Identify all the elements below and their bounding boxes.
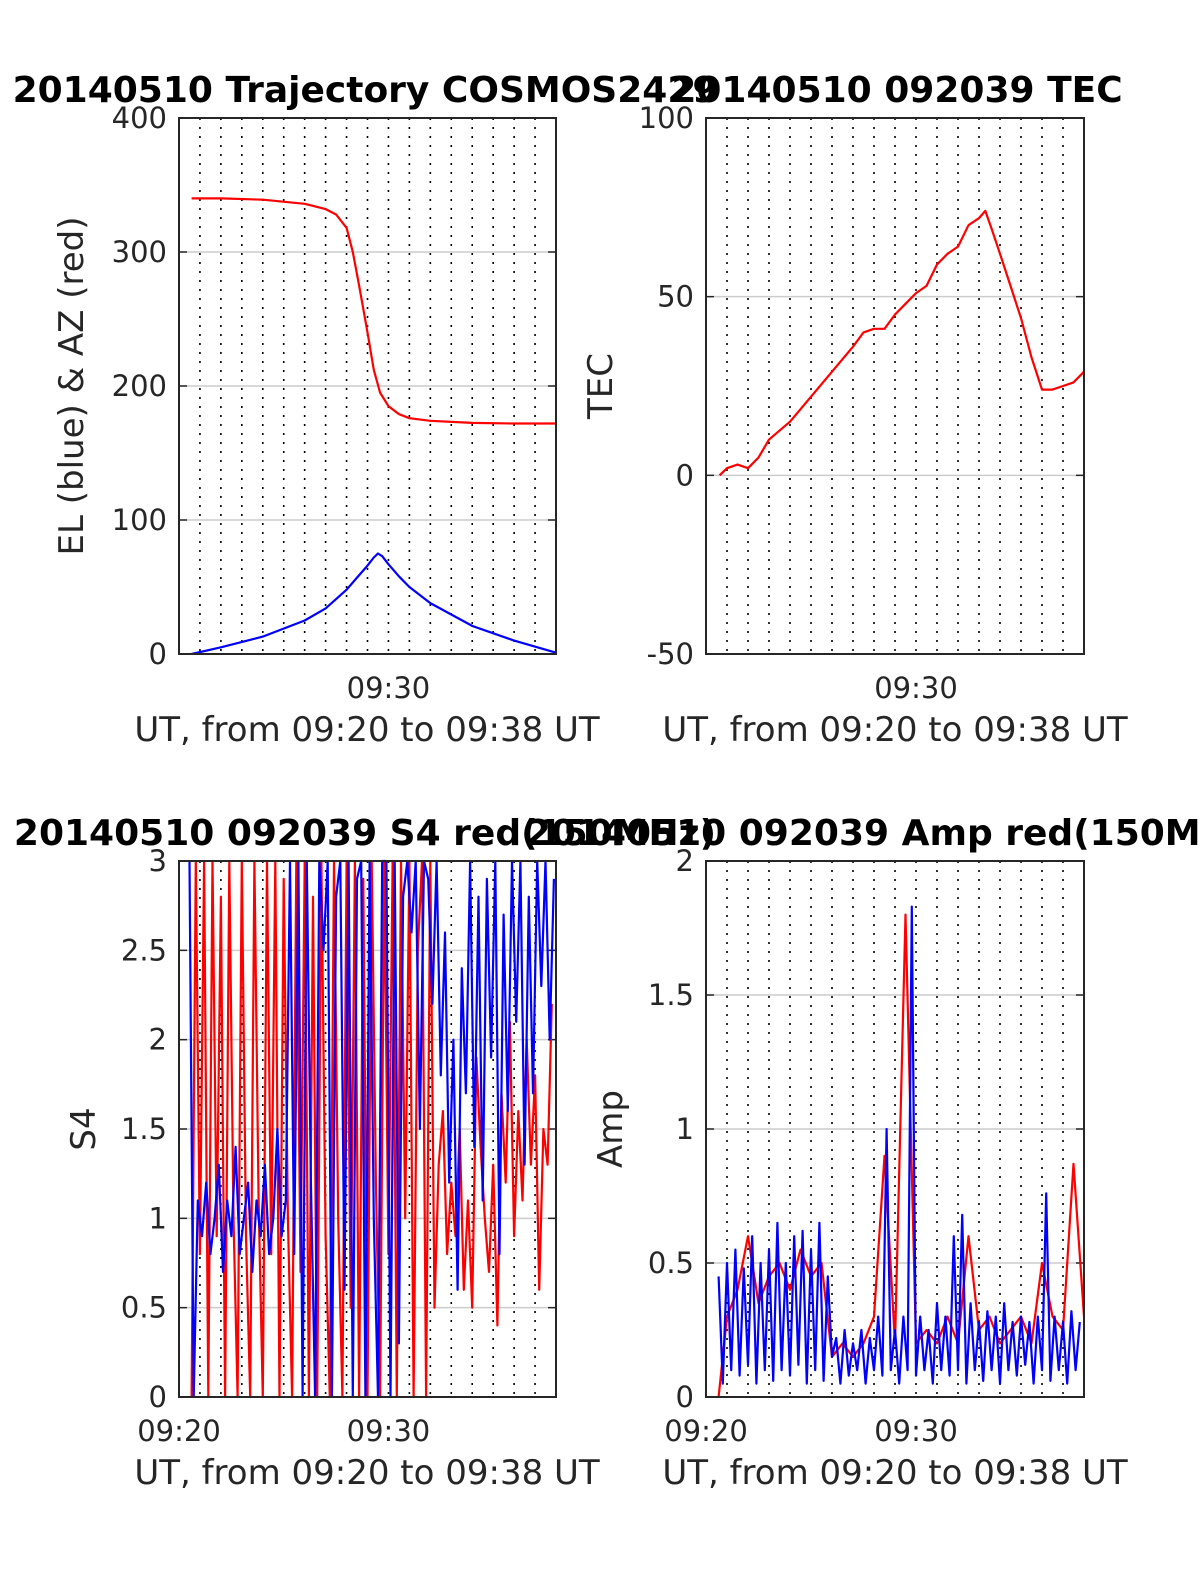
tick-labels: -50 0 50 100 09:30 (639, 101, 958, 705)
y-tick-label: 0 (149, 1380, 167, 1414)
y-tick-label: 100 (112, 503, 167, 537)
y-axis-label: EL (blue) & AZ (red) (52, 216, 92, 555)
panel-trajectory: 20140510 Trajectory COSMOS2429 0 100 200 30… (13, 70, 718, 750)
y-tick-label: 400 (112, 101, 167, 135)
y-tick-label: 0 (149, 637, 167, 671)
x-axis-label: UT, from 09:20 to 09:38 UT (134, 1453, 600, 1493)
y-tick-label: 300 (112, 235, 167, 269)
y-tick-label: 0.5 (121, 1291, 167, 1325)
chart-title: 20140510 092039 S4 red(150MHz) (14, 813, 716, 854)
x-axis-label: UT, from 09:20 to 09:38 UT (662, 1453, 1128, 1493)
axes-box (178, 860, 557, 1398)
y-tick-label: 3 (149, 844, 167, 878)
y-axis-label: Amp (591, 1090, 631, 1168)
chart-title: 20140510 Trajectory COSMOS2429 (13, 70, 718, 111)
x-axis-label: UT, from 09:20 to 09:38 UT (662, 710, 1128, 750)
series-line-1 (717, 905, 1081, 1385)
y-axis-label: TEC (581, 353, 621, 420)
panel-s4: 20140510 092039 S4 red(150MHz) 0 0.5 1 1.5 2… (14, 813, 716, 1493)
tick-labels: 0 0.5 1 1.5 2 09:20 09:30 (648, 844, 958, 1448)
tick-labels: 0 100 200 300 400 09:30 (112, 101, 431, 705)
plot-area (191, 197, 557, 656)
plot-area (188, 859, 555, 1399)
y-axis-label: S4 (64, 1107, 104, 1150)
y-tick-label: 100 (639, 101, 694, 135)
grid (706, 117, 1084, 655)
y-tick-label: 0 (676, 458, 694, 492)
x-tick-label: 09:30 (874, 1414, 958, 1448)
y-tick-label: 2 (149, 1023, 167, 1057)
series-line-0 (718, 209, 1085, 477)
y-tick-label: 1.5 (121, 1112, 167, 1146)
x-tick-label: 09:30 (874, 671, 958, 705)
y-tick-label: 200 (112, 369, 167, 403)
x-axis-label: UT, from 09:20 to 09:38 UT (134, 710, 600, 750)
y-tick-label: 0.5 (648, 1246, 694, 1280)
series-line-1 (191, 552, 557, 656)
y-tick-label: -50 (647, 637, 694, 671)
chart-title: 20140510 092039 TEC (671, 70, 1122, 111)
y-tick-label: 1 (676, 1112, 694, 1146)
y-tick-label: 0 (676, 1380, 694, 1414)
y-tick-label: 2 (676, 844, 694, 878)
tick-labels: 0 0.5 1 1.5 2 2.5 3 09:20 09:30 (121, 844, 430, 1448)
series-line-1 (188, 859, 555, 1399)
y-tick-label: 2.5 (121, 933, 167, 967)
panel-amp: 20140510 092039 Amp red(150MHz) 0 0.5 1 1.5… (526, 813, 1200, 1493)
plot-area (718, 209, 1085, 477)
series-line-0 (191, 197, 556, 425)
y-tick-label: 50 (657, 280, 694, 314)
axes-box (705, 860, 1085, 1398)
chart-title: 20140510 092039 Amp red(150MHz) (526, 813, 1200, 854)
x-tick-label: 09:30 (347, 1414, 431, 1448)
x-tick-label: 09:30 (347, 671, 431, 705)
axes-box (705, 117, 1085, 655)
y-tick-label: 1.5 (648, 978, 694, 1012)
axes-box (178, 117, 557, 655)
x-tick-label: 09:20 (137, 1414, 221, 1448)
y-tick-label: 1 (149, 1201, 167, 1235)
panel-tec: 20140510 092039 TEC -50 0 50 100 09:30 UT, f… (581, 70, 1128, 750)
x-tick-label: 09:20 (664, 1414, 748, 1448)
plot-area (717, 905, 1086, 1398)
